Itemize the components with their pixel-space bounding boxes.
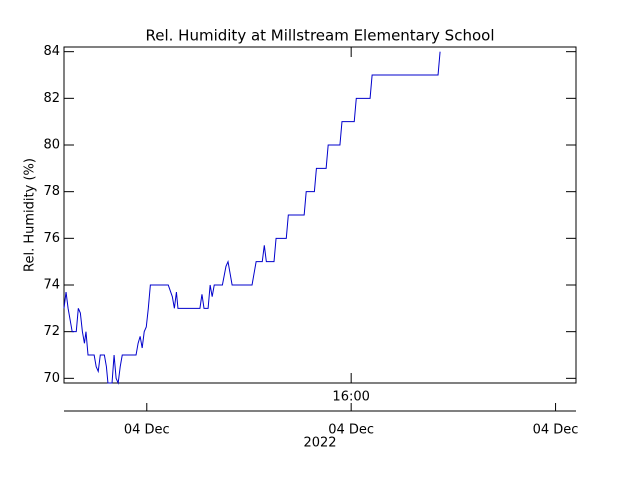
date-year: 2022 — [303, 436, 336, 451]
y-tick-label: 84 — [43, 44, 60, 59]
date-tick-label: 04 Dec — [328, 423, 374, 438]
y-tick-label: 82 — [43, 91, 60, 106]
y-tick-label: 70 — [43, 371, 60, 386]
y-tick-label: 78 — [43, 184, 60, 199]
y-tick-label: 76 — [43, 231, 60, 246]
y-tick-label: 72 — [43, 324, 60, 339]
y-tick-label: 80 — [43, 138, 60, 153]
x-tick-label: 16:00 — [332, 390, 369, 405]
chart-title: Rel. Humidity at Millstream Elementary S… — [146, 27, 495, 45]
plot-frame — [63, 46, 577, 384]
y-axis-title: Rel. Humidity (%) — [23, 158, 38, 272]
data-line — [63, 51, 441, 385]
y-tick-label: 74 — [43, 278, 60, 293]
date-tick-label: 04 Dec — [124, 423, 170, 438]
date-tick-label: 04 Dec — [533, 423, 579, 438]
